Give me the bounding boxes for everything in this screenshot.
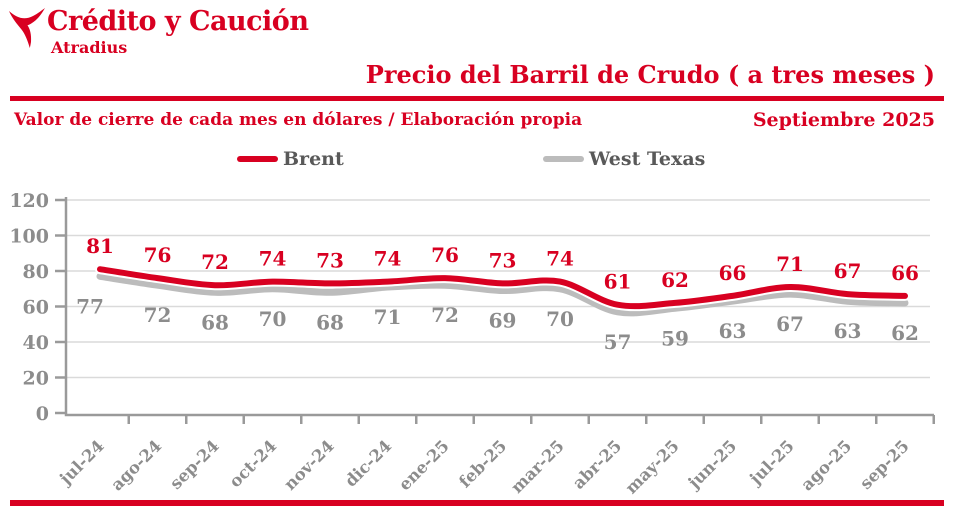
svg-text:74: 74	[374, 247, 402, 271]
brent-line-swatch	[237, 156, 278, 162]
svg-text:jul-24: jul-24	[55, 436, 108, 489]
svg-text:71: 71	[374, 305, 402, 329]
svg-text:63: 63	[834, 319, 862, 343]
svg-text:59: 59	[661, 326, 689, 350]
svg-text:57: 57	[604, 330, 632, 354]
svg-text:120: 120	[9, 190, 49, 212]
svg-text:66: 66	[719, 261, 747, 285]
svg-text:74: 74	[546, 247, 574, 271]
svg-text:71: 71	[776, 252, 804, 276]
page-title: Precio del Barril de Crudo ( a tres mese…	[365, 60, 935, 89]
svg-text:76: 76	[144, 243, 172, 267]
svg-text:67: 67	[776, 312, 804, 336]
svg-text:66: 66	[891, 261, 919, 285]
svg-text:40: 40	[23, 332, 49, 354]
svg-text:dic-24: dic-24	[341, 436, 395, 490]
svg-text:sep-24: sep-24	[166, 436, 223, 493]
svg-text:80: 80	[23, 261, 49, 283]
brand-name: Crédito y Caución	[47, 6, 309, 37]
svg-text:feb-25: feb-25	[455, 436, 510, 491]
svg-text:61: 61	[604, 270, 632, 294]
svg-text:0: 0	[36, 403, 49, 425]
svg-text:81: 81	[86, 234, 114, 258]
svg-text:ago-25: ago-25	[797, 436, 855, 494]
svg-text:nov-24: nov-24	[280, 436, 338, 494]
svg-text:72: 72	[431, 303, 459, 327]
legend-label-brent: Brent	[283, 148, 344, 170]
chart-subtitle: Valor de cierre de cada mes en dólares /…	[14, 110, 583, 130]
svg-text:72: 72	[201, 250, 229, 274]
brand-subname: Atradius	[51, 38, 128, 57]
svg-text:70: 70	[546, 307, 574, 331]
svg-text:jul-25: jul-25	[745, 436, 798, 489]
west-texas-line-swatch	[543, 156, 584, 162]
svg-text:100: 100	[9, 226, 49, 248]
svg-text:ene-25: ene-25	[395, 436, 453, 494]
svg-text:69: 69	[489, 309, 517, 333]
svg-text:63: 63	[719, 319, 747, 343]
svg-text:68: 68	[201, 310, 229, 334]
svg-text:jun-25: jun-25	[683, 436, 740, 493]
svg-text:ago-24: ago-24	[107, 436, 165, 494]
bottom-divider	[10, 500, 944, 506]
svg-text:73: 73	[489, 248, 517, 272]
legend-item-west-texas: West Texas	[543, 148, 705, 170]
svg-text:68: 68	[316, 310, 344, 334]
svg-text:62: 62	[891, 321, 919, 345]
svg-text:76: 76	[431, 243, 459, 267]
credito-y-caucion-logo-icon	[9, 8, 45, 48]
svg-text:sep-25: sep-25	[856, 436, 913, 493]
svg-text:oct-24: oct-24	[226, 436, 281, 491]
svg-text:62: 62	[661, 268, 689, 292]
svg-text:74: 74	[259, 247, 287, 271]
svg-text:abr-25: abr-25	[569, 436, 625, 492]
legend-label-west-texas: West Texas	[589, 148, 706, 170]
svg-text:20: 20	[23, 368, 49, 390]
svg-text:77: 77	[76, 294, 104, 318]
report-date: Septiembre 2025	[752, 109, 935, 131]
svg-text:may-25: may-25	[622, 436, 683, 497]
legend-item-brent: Brent	[237, 148, 344, 170]
svg-text:73: 73	[316, 248, 344, 272]
svg-text:67: 67	[834, 259, 862, 283]
top-divider	[10, 96, 944, 101]
svg-text:70: 70	[259, 307, 287, 331]
svg-text:mar-25: mar-25	[507, 436, 568, 497]
svg-text:60: 60	[23, 297, 49, 319]
svg-text:72: 72	[144, 303, 172, 327]
